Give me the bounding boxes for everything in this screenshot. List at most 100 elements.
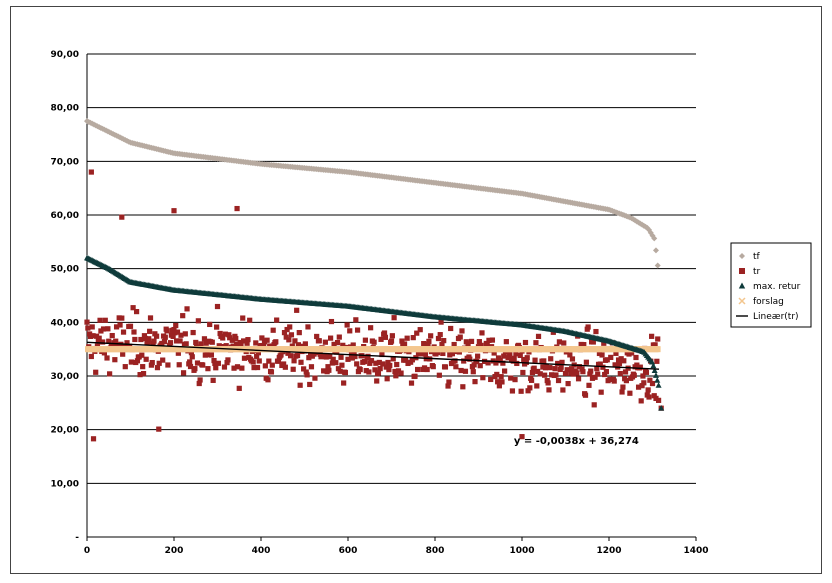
tr-point: [363, 368, 369, 374]
tr-point: [145, 339, 151, 345]
tr-point: [229, 337, 235, 343]
tr-point: [151, 338, 157, 344]
tr-point: [291, 358, 297, 364]
tr-point: [180, 370, 187, 376]
tr-point: [105, 326, 111, 332]
tr-point: [430, 364, 436, 370]
tr-point: [294, 307, 300, 313]
tr-point: [255, 350, 261, 356]
tr-point: [304, 372, 310, 378]
series-tf: [84, 118, 661, 269]
max-retur-point: [650, 362, 657, 369]
tr-point: [84, 319, 90, 325]
tr-point: [522, 339, 529, 346]
tr-point: [440, 350, 446, 357]
tr-point: [289, 343, 295, 349]
tr-point: [468, 338, 475, 345]
tr-point: [162, 334, 168, 340]
tr-point: [517, 352, 523, 359]
tr-point: [264, 337, 270, 343]
x-tick-label: 0: [84, 546, 90, 556]
tr-point: [325, 364, 331, 370]
tr-point: [172, 330, 178, 336]
tr-point: [399, 338, 405, 344]
tr-point: [170, 333, 176, 339]
tr-point: [589, 375, 596, 381]
tr-point: [251, 364, 257, 371]
tr-point: [337, 368, 343, 374]
tr-point: [374, 378, 380, 384]
tr-point: [187, 359, 193, 365]
tr-point: [290, 366, 296, 372]
tr-point: [133, 309, 140, 315]
tr-point: [383, 364, 389, 370]
tr-point: [594, 366, 600, 372]
tr-point: [531, 365, 537, 371]
tr-point: [192, 366, 198, 372]
tr-point: [410, 335, 416, 341]
tr-point: [88, 169, 94, 175]
tr-point: [173, 322, 179, 329]
tr-point: [262, 363, 268, 369]
tr-point: [587, 371, 593, 377]
tr-point: [376, 359, 382, 366]
tr-point: [500, 360, 506, 366]
tr-point: [604, 357, 610, 363]
legend-label: max. retur: [753, 282, 801, 292]
tr-point: [417, 327, 423, 333]
tr-point: [439, 341, 445, 348]
tr-point: [159, 340, 165, 347]
tr-point: [119, 315, 125, 321]
tr-point: [128, 359, 134, 365]
tr-point: [197, 377, 203, 383]
tr-point: [244, 340, 250, 346]
tr-point: [592, 374, 598, 380]
x-tick-label: 1000: [509, 546, 534, 556]
tr-point: [474, 359, 480, 365]
tr-point: [318, 354, 324, 360]
tr-point: [569, 356, 576, 362]
tr-point: [401, 341, 408, 347]
tr-point: [223, 343, 229, 349]
tr-point: [631, 372, 637, 378]
tr-point: [503, 339, 509, 345]
tr-point: [354, 327, 361, 333]
tr-point: [334, 340, 341, 346]
tr-point: [638, 398, 644, 404]
tr-point: [409, 357, 415, 363]
tr-point: [335, 366, 342, 372]
tr-point: [282, 364, 288, 370]
y-tick-label: -: [75, 533, 79, 543]
tr-point: [109, 332, 115, 339]
tr-point: [149, 359, 155, 366]
tr-point: [452, 358, 458, 364]
tr-point: [174, 338, 180, 344]
tr-point: [131, 329, 137, 335]
tr-point: [595, 371, 601, 377]
tr-point: [222, 331, 228, 337]
tr-point: [311, 351, 317, 357]
tr-point: [167, 342, 173, 348]
tr-point: [373, 360, 379, 366]
tr-point: [261, 339, 268, 345]
tr-point: [375, 370, 382, 376]
tr-point: [101, 350, 107, 356]
tr-point: [641, 380, 647, 386]
tr-point: [234, 364, 241, 370]
tr-point: [292, 338, 298, 344]
tr-point: [361, 358, 368, 365]
tr-point: [323, 354, 329, 360]
tr-point: [623, 378, 629, 384]
max-retur-point: [651, 367, 658, 374]
tr-point: [333, 360, 339, 366]
tr-point: [156, 426, 162, 432]
tr-point: [254, 353, 260, 359]
tr-point: [386, 366, 392, 373]
tr-point: [646, 394, 652, 400]
tr-point: [127, 323, 134, 329]
tr-point: [520, 369, 526, 376]
tr-point: [381, 330, 388, 336]
tr-point: [193, 339, 199, 346]
tr-point: [307, 381, 313, 388]
tr-point: [548, 356, 554, 362]
